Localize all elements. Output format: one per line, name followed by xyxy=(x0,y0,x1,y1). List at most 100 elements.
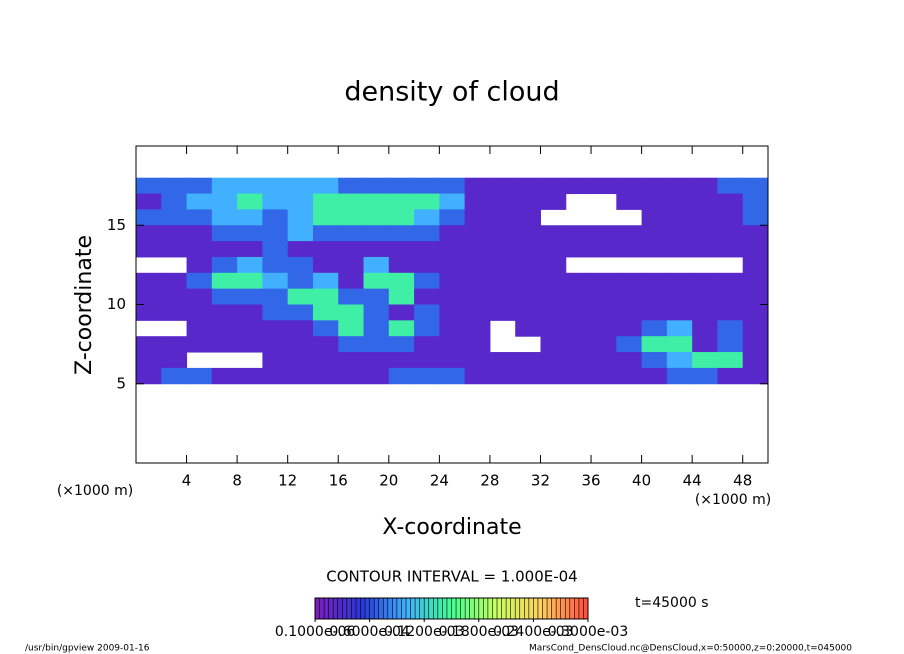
cell xyxy=(414,225,440,242)
cell xyxy=(388,193,415,210)
cell xyxy=(666,336,693,353)
colorbar-swatch xyxy=(428,598,434,619)
cell xyxy=(414,288,440,305)
cell xyxy=(717,241,744,258)
cell xyxy=(489,193,516,210)
cell xyxy=(312,288,339,305)
cell xyxy=(717,304,744,321)
cell xyxy=(338,304,365,321)
y-unit: (×1000 m) xyxy=(57,483,133,499)
cell xyxy=(186,336,213,353)
cell xyxy=(161,304,188,321)
cell xyxy=(591,225,617,242)
colorbar-swatch xyxy=(446,598,452,619)
cell xyxy=(515,177,541,195)
cell xyxy=(692,336,718,353)
cell xyxy=(464,352,491,369)
cell xyxy=(464,193,491,210)
colorbar-swatch xyxy=(574,598,580,619)
colorbar-swatch xyxy=(551,598,557,619)
cell xyxy=(742,193,769,210)
cell xyxy=(211,177,238,195)
colorbar-tick-label: 0.1800e-03 xyxy=(439,624,519,640)
cell xyxy=(338,177,365,195)
cell xyxy=(312,241,339,258)
cell xyxy=(414,272,440,290)
y-axis-label: Z-coordinate xyxy=(72,235,97,375)
cell xyxy=(692,241,718,258)
contour-interval: CONTOUR INTERVAL = 1.000E-04 xyxy=(326,568,577,586)
cell xyxy=(262,209,289,226)
cell xyxy=(439,304,466,321)
cell xyxy=(666,177,693,195)
cell xyxy=(363,320,390,337)
cell xyxy=(262,225,289,242)
colorbar-swatch xyxy=(560,598,566,619)
cell xyxy=(717,336,744,353)
footer-left: /usr/bin/gpview 2009-01-16 xyxy=(25,644,150,654)
colorbar-swatch xyxy=(369,598,375,619)
cell xyxy=(591,304,617,321)
cell xyxy=(742,304,769,321)
colorbar-swatch xyxy=(378,598,384,619)
cell xyxy=(287,177,314,195)
colorbar-swatch xyxy=(519,598,525,619)
cell xyxy=(515,256,541,274)
colorbar-swatch xyxy=(565,598,571,619)
cell xyxy=(515,193,541,210)
y-tick-label: 10 xyxy=(107,295,126,313)
cell xyxy=(616,320,643,337)
cell xyxy=(186,209,213,226)
cell xyxy=(161,241,188,258)
cell xyxy=(489,352,516,369)
cell xyxy=(237,336,263,353)
cell xyxy=(692,209,718,226)
cell xyxy=(237,272,263,290)
cell xyxy=(489,225,516,242)
cell xyxy=(641,288,668,305)
colorbar-swatch xyxy=(337,598,343,619)
cell xyxy=(262,320,289,337)
cell xyxy=(515,352,541,369)
colorbar-frame xyxy=(314,597,589,620)
cell xyxy=(464,177,491,195)
cell xyxy=(616,225,643,242)
cell xyxy=(641,209,668,226)
x-tick-label: 40 xyxy=(632,472,651,490)
x-tick-label: 36 xyxy=(581,472,600,490)
colorbar-swatch xyxy=(324,598,329,619)
cell xyxy=(666,225,693,242)
cell xyxy=(591,352,617,369)
cell xyxy=(414,177,440,195)
colorbar-swatch xyxy=(578,598,584,619)
cell xyxy=(641,193,668,210)
cell xyxy=(742,272,769,290)
cell xyxy=(338,241,365,258)
cell xyxy=(464,304,491,321)
cell xyxy=(338,288,365,305)
cell xyxy=(363,352,390,369)
x-tick-label: 24 xyxy=(430,472,449,490)
colorbar-swatch xyxy=(465,598,470,619)
cell xyxy=(312,352,339,369)
cell xyxy=(565,225,592,242)
cell xyxy=(616,367,643,385)
cell xyxy=(540,336,567,353)
y-tick-label: 15 xyxy=(107,216,126,234)
cell xyxy=(237,304,263,321)
cell xyxy=(565,177,592,195)
cell xyxy=(515,288,541,305)
cell xyxy=(464,256,491,274)
cell xyxy=(464,320,491,337)
cell xyxy=(439,256,466,274)
x-unit: (×1000 m) xyxy=(695,492,771,508)
cell xyxy=(565,241,592,258)
cell xyxy=(262,193,289,210)
cell xyxy=(136,193,162,210)
cell xyxy=(287,256,314,274)
cell xyxy=(136,272,162,290)
cell xyxy=(666,304,693,321)
colorbar-swatch xyxy=(528,598,534,619)
cell xyxy=(540,352,567,369)
cell xyxy=(237,193,263,210)
